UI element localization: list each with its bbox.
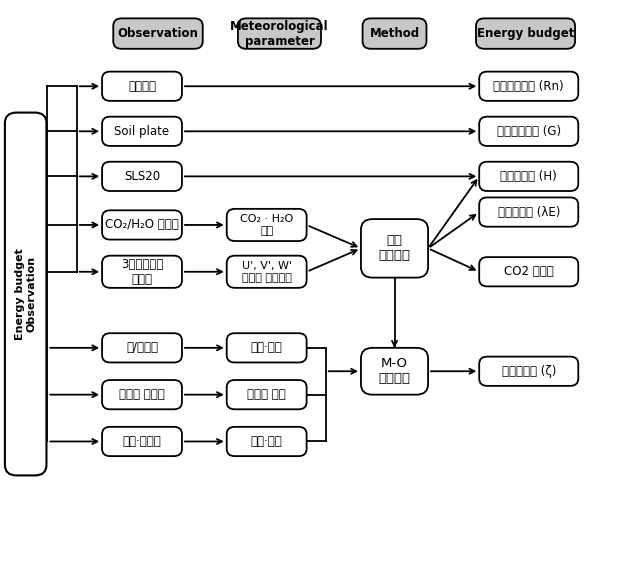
Text: CO2 플럭스: CO2 플럭스	[504, 265, 553, 278]
Text: 지표면 온도계: 지표면 온도계	[119, 388, 165, 401]
FancyBboxPatch shape	[102, 162, 182, 191]
Text: Meteorological
parameter: Meteorological parameter	[230, 19, 329, 48]
Text: Energy budget: Energy budget	[477, 27, 574, 40]
Text: 3차원초음파
풍속계: 3차원초음파 풍속계	[121, 258, 163, 286]
FancyBboxPatch shape	[113, 18, 203, 49]
Text: 지표면 온도: 지표면 온도	[247, 388, 286, 401]
Text: Observation: Observation	[117, 27, 198, 40]
FancyBboxPatch shape	[238, 18, 321, 49]
FancyBboxPatch shape	[479, 72, 578, 101]
Text: 순복사계: 순복사계	[128, 80, 156, 93]
FancyBboxPatch shape	[479, 116, 578, 146]
FancyBboxPatch shape	[479, 356, 578, 386]
Text: U', V', W'
바람의 섭동성분: U', V', W' 바람의 섭동성분	[241, 261, 291, 283]
FancyBboxPatch shape	[361, 348, 428, 395]
Text: 온/습도계: 온/습도계	[126, 342, 158, 355]
Text: CO₂ · H₂O
농도: CO₂ · H₂O 농도	[240, 214, 293, 236]
FancyBboxPatch shape	[102, 211, 182, 239]
Text: 풍향·풍속: 풍향·풍속	[251, 435, 282, 448]
FancyBboxPatch shape	[5, 112, 46, 476]
FancyBboxPatch shape	[363, 18, 426, 49]
Text: 에디
공분산법: 에디 공분산법	[379, 235, 410, 262]
FancyBboxPatch shape	[102, 116, 182, 146]
FancyBboxPatch shape	[361, 219, 428, 278]
FancyBboxPatch shape	[227, 256, 307, 288]
Text: 대기안정도 (ζ): 대기안정도 (ζ)	[501, 365, 556, 377]
Text: Energy budget
Observation: Energy budget Observation	[15, 248, 37, 340]
Text: 현열플럭스 (H): 현열플럭스 (H)	[500, 170, 557, 183]
Text: 토양열플럭스 (G): 토양열플럭스 (G)	[497, 125, 561, 138]
FancyBboxPatch shape	[479, 198, 578, 227]
Text: 풍향·풍속계: 풍향·풍속계	[123, 435, 161, 448]
Text: CO₂/H₂O 분석기: CO₂/H₂O 분석기	[105, 219, 179, 232]
Text: Soil plate: Soil plate	[114, 125, 169, 138]
FancyBboxPatch shape	[479, 162, 578, 191]
Text: SLS20: SLS20	[124, 170, 160, 183]
FancyBboxPatch shape	[102, 333, 182, 362]
Text: 잠열플럭스 (λE): 잠열플럭스 (λE)	[498, 206, 560, 219]
FancyBboxPatch shape	[102, 72, 182, 101]
FancyBboxPatch shape	[102, 427, 182, 456]
FancyBboxPatch shape	[227, 427, 307, 456]
FancyBboxPatch shape	[227, 209, 307, 241]
FancyBboxPatch shape	[102, 256, 182, 288]
FancyBboxPatch shape	[227, 380, 307, 409]
Text: 기온·습도: 기온·습도	[251, 342, 282, 355]
FancyBboxPatch shape	[102, 380, 182, 409]
FancyBboxPatch shape	[476, 18, 575, 49]
FancyBboxPatch shape	[227, 333, 307, 362]
Text: Method: Method	[369, 27, 420, 40]
Text: 순복사에너지 (Rn): 순복사에너지 (Rn)	[494, 80, 564, 93]
Text: M-O
상사이론: M-O 상사이론	[379, 358, 410, 385]
FancyBboxPatch shape	[479, 257, 578, 286]
